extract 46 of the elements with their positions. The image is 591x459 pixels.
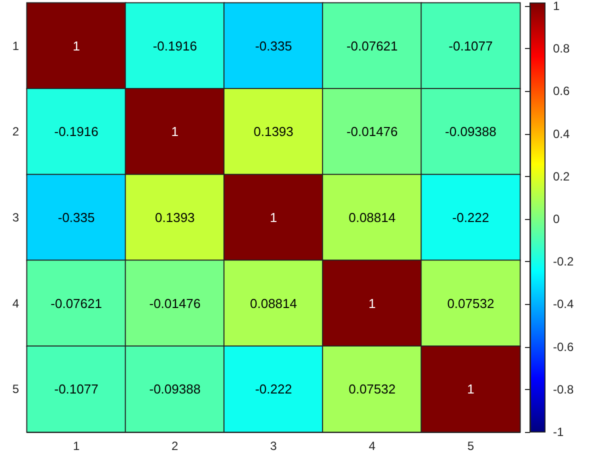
- color-bar-label: -0.8: [553, 382, 574, 396]
- color-bar-label: 0.6: [553, 84, 570, 98]
- color-bar-label: -0.2: [553, 254, 574, 269]
- data-label: 0.07532: [447, 296, 494, 311]
- data-label: -0.335: [255, 38, 292, 54]
- x-tick-label: 1: [72, 439, 80, 453]
- color-bar-label: -0.4: [553, 297, 574, 312]
- data-label: -0.01476: [346, 124, 398, 140]
- data-label: 1: [467, 382, 474, 397]
- x-tick-label: 2: [172, 439, 179, 453]
- color-bar-label: -0.6: [553, 340, 574, 354]
- color-bar-label: -1: [553, 425, 564, 439]
- data-label: 1: [72, 38, 80, 54]
- y-tick-label: 4: [12, 296, 20, 310]
- data-label: -0.09388: [149, 382, 201, 397]
- data-label: -0.335: [58, 210, 95, 225]
- data-label: 1: [270, 210, 278, 225]
- y-tick-label: 2: [12, 124, 20, 139]
- y-tick-label: 5: [12, 382, 20, 396]
- data-label: -0.01476: [149, 296, 201, 311]
- data-label: -0.07621: [346, 38, 398, 54]
- data-label: -0.09388: [445, 124, 496, 140]
- color-bar-label: 0.4: [553, 126, 570, 141]
- y-tick-label: 1: [12, 38, 20, 53]
- x-tick-label: 3: [270, 439, 278, 453]
- data-label: 1: [171, 124, 179, 140]
- data-label: -0.1916: [152, 38, 197, 54]
- data-label: -0.1077: [448, 38, 493, 54]
- color-bar-label: 1: [553, 0, 560, 13]
- x-tick-label: 4: [368, 439, 376, 453]
- data-label: -0.1916: [54, 124, 98, 140]
- color-bar-label: 0.2: [553, 169, 570, 184]
- data-label: 0.07532: [348, 382, 396, 397]
- data-label: 0.08814: [348, 210, 396, 225]
- data-label: 0.1393: [254, 124, 294, 140]
- x-tick-label: 5: [467, 439, 474, 453]
- data-label: -0.222: [452, 210, 490, 225]
- data-label: -0.07621: [50, 296, 102, 311]
- color-bar-label: 0: [553, 212, 560, 226]
- data-label: -0.1077: [54, 382, 98, 397]
- color-bar-label: 0.8: [553, 42, 570, 56]
- data-label: -0.222: [255, 382, 292, 397]
- data-label: 0.08814: [250, 296, 297, 311]
- y-tick-label: 3: [12, 210, 20, 224]
- data-label: 0.1393: [155, 210, 195, 225]
- data-label: 1: [368, 296, 376, 311]
